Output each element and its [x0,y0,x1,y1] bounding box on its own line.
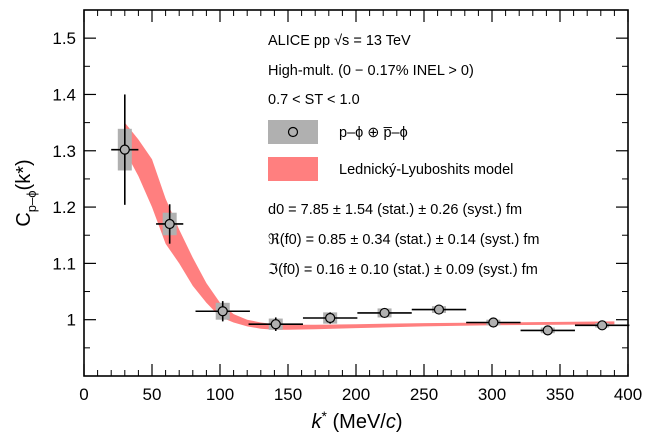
y-tick-label: 1.2 [52,198,76,217]
x-tick-label: 350 [546,385,574,404]
data-point-group [156,204,184,244]
result-re-f0: ℜ(f0) = 0.85 ± 0.34 (stat.) ± 0.14 (syst… [268,232,540,248]
legend: p–ϕ ⊕ p̅–ϕ Lednický-Lyuboshits model [268,120,513,181]
data-point-marker [270,319,281,330]
data-point-marker [597,320,608,331]
data-point-group [411,304,467,315]
x-tick-label: 150 [274,385,302,404]
x-tick-label: 100 [206,385,234,404]
plot-frame [83,9,629,377]
x-tick-label: 200 [342,385,370,404]
data-points-layer [111,94,630,336]
result-d0: d0 = 7.85 ± 1.54 (stat.) ± 0.26 (syst.) … [268,202,522,218]
y-tick-label: 1.1 [52,254,76,273]
data-point-marker [217,306,228,317]
data-point-group [302,312,358,324]
data-point-group [574,320,630,331]
y-tick-label: 1 [67,311,76,330]
x-tick-label: 400 [614,385,642,404]
ticks-layer: 0 50 100 150 200 250 300 350 400 1 1.1 1.2 1.3 1.4 1.5 [52,9,642,404]
data-point-marker [488,317,499,328]
x-axis-title: k* (MeV/c) [311,408,402,433]
x-tick-label: 300 [478,385,506,404]
legend-model-label: Lednický-Lyuboshits model [339,162,513,178]
model-band-layer [124,122,615,330]
x-tick-label: 50 [143,385,162,404]
legend-data-marker [287,126,299,138]
legend-model-swatch [268,157,318,181]
data-point-group [195,301,250,322]
x-tick-label: 250 [410,385,438,404]
data-point-group [520,325,575,336]
result-im-f0: ℑ(f0) = 0.16 ± 0.10 (stat.) ± 0.09 (syst… [268,262,538,278]
data-point-group [357,307,412,319]
y-tick-label: 1.5 [52,29,76,48]
x-tick-label: 0 [79,385,88,404]
data-point-marker [379,307,390,319]
y-tick-label: 1.4 [52,85,76,104]
data-point-marker [433,304,445,315]
legend-data-label: p–ϕ ⊕ p̅–ϕ [339,125,408,141]
model-band [124,122,615,330]
data-point-group [111,94,139,205]
data-point-marker [325,312,336,324]
data-point-marker [542,325,553,336]
annotation-sphericity: 0.7 < ST < 1.0 [268,92,360,108]
annotation-collision-system: ALICE pp √s = 13 TeV [268,33,411,49]
data-point-group [248,317,303,331]
y-axis-title: Cp–ϕ(k*) [13,159,39,226]
annotation-multiplicity: High-mult. (0 − 0.17% INEL > 0) [268,63,474,79]
data-point-group [466,317,521,328]
data-point-marker [119,144,130,155]
data-point-marker [164,218,175,230]
y-tick-label: 1.3 [52,142,76,161]
